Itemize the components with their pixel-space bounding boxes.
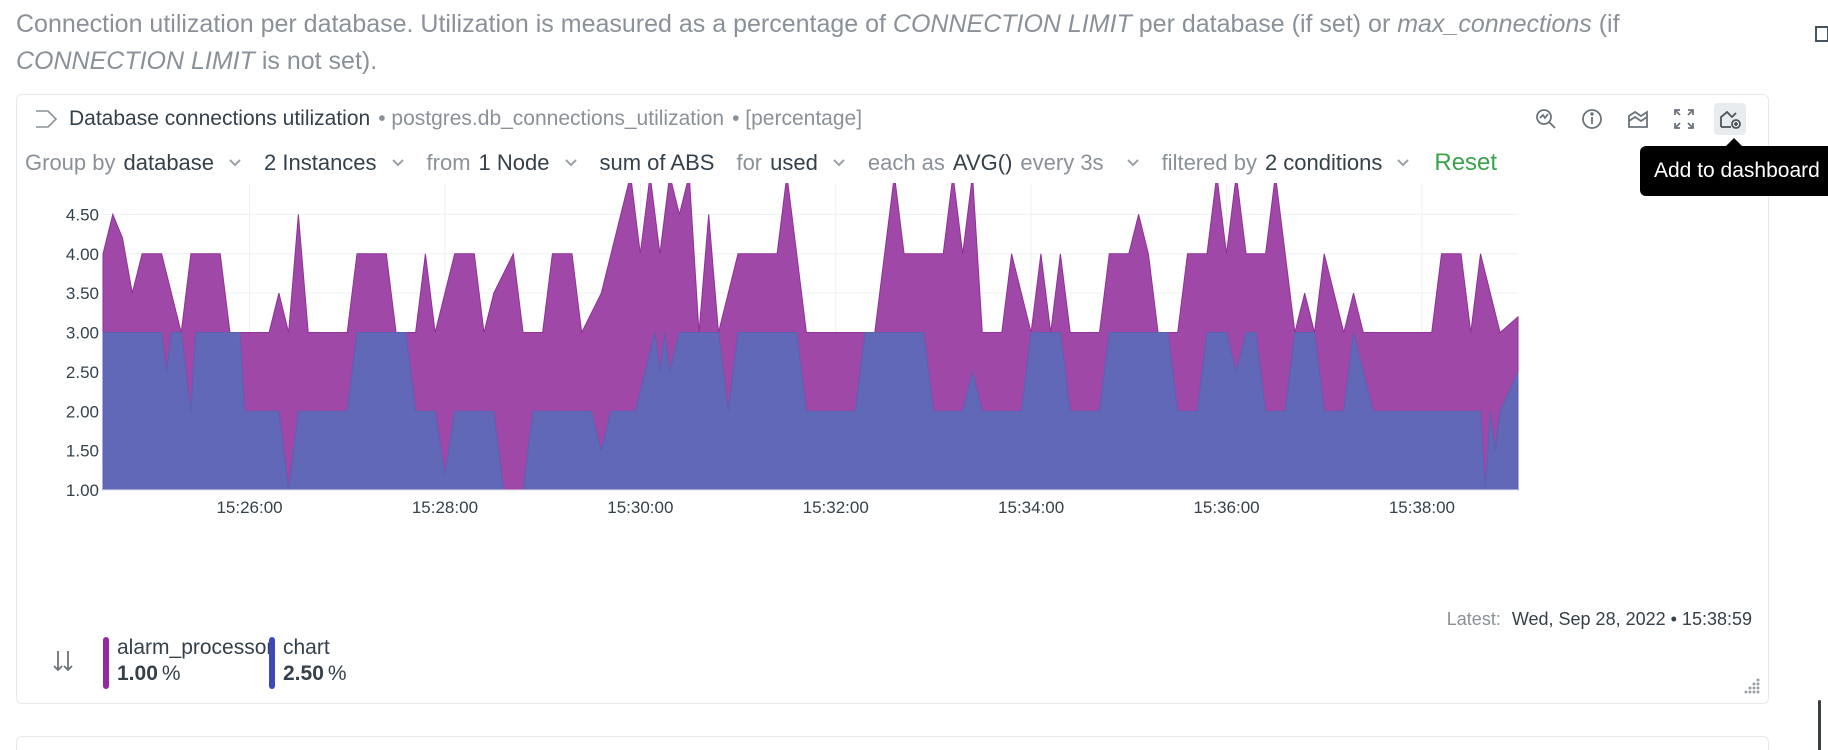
- y-tick-label: 2.00: [66, 402, 99, 421]
- filter-dropdown[interactable]: filtered by 2 conditions: [1162, 150, 1411, 176]
- y-tick-label: 3.00: [66, 324, 99, 343]
- legend-value: 1.00: [117, 662, 158, 685]
- x-tick-label: 15:26:00: [216, 498, 282, 517]
- scrollbar-thumb[interactable]: [1818, 700, 1821, 750]
- instances-dropdown[interactable]: 2 Instances: [264, 150, 405, 176]
- zoom-icon[interactable]: [1530, 103, 1562, 135]
- aggregation-value: sum of ABS: [599, 150, 715, 175]
- chevron-down-icon: [564, 158, 578, 168]
- y-tick-label: 1.00: [66, 481, 99, 500]
- legend-item-chart[interactable]: chart 2.50%: [269, 635, 347, 689]
- chart-filters: Group by database 2 Instances from 1 Nod…: [25, 143, 1497, 183]
- chevron-down-icon: [391, 158, 405, 168]
- resize-handle-icon[interactable]: [1742, 676, 1762, 701]
- legend-unit: %: [327, 662, 347, 685]
- description-text: is not set).: [254, 47, 378, 75]
- latest-timestamp: Latest: Wed, Sep 28, 2022 • 15:38:59: [1447, 609, 1752, 630]
- sort-icon[interactable]: [49, 645, 77, 677]
- aggregation-dropdown[interactable]: sum of ABS: [600, 150, 715, 176]
- sidebar-toggle-icon[interactable]: [1815, 24, 1828, 49]
- series-area-chart: [102, 332, 1519, 491]
- x-tick-label: 15:32:00: [803, 498, 869, 517]
- chart-status-icon: [33, 106, 59, 132]
- reset-button[interactable]: Reset: [1434, 149, 1498, 176]
- group-by-value: database: [123, 150, 215, 175]
- y-tick-label: 2.50: [66, 363, 99, 382]
- description-emphasis: CONNECTION LIMIT: [16, 47, 255, 75]
- instances-value: 2 Instances: [264, 150, 377, 175]
- time-aggregation-value: AVG(): [952, 150, 1013, 175]
- chevron-down-icon: [1126, 158, 1140, 168]
- legend-item-alarm-processor[interactable]: alarm_processor 1.00%: [103, 635, 273, 689]
- filtered-by-label: filtered by: [1161, 150, 1257, 175]
- filtered-by-value: 2 conditions: [1264, 150, 1383, 175]
- chart-area[interactable]: 1.00 1.50 2.00 2.50 3.00 3.50 4.00 4.50 5.00 15:2…: [17, 183, 1770, 527]
- chart-description: Connection utilization per database. Uti…: [16, 6, 1656, 80]
- y-tick-label: 4.00: [66, 245, 99, 264]
- x-tick-label: 15:34:00: [998, 498, 1064, 517]
- each-as-label: each as: [867, 150, 945, 175]
- chevron-down-icon: [228, 158, 242, 168]
- legend-value: 2.50: [283, 662, 324, 685]
- add-to-dashboard-tooltip: Add to dashboard: [1640, 138, 1828, 196]
- chart-title: Database connections utilization: [69, 107, 371, 130]
- x-tick-label: 15:28:00: [412, 498, 478, 517]
- dimension-value: used: [770, 150, 818, 175]
- latest-label: Latest:: [1446, 609, 1501, 629]
- group-by-dropdown[interactable]: Group by database: [25, 150, 242, 176]
- description-emphasis: max_connections: [1397, 10, 1592, 38]
- nodes-value: 1 Node: [478, 150, 550, 175]
- legend-unit: %: [161, 662, 181, 685]
- chart-type-icon[interactable]: [1622, 103, 1654, 135]
- description-emphasis: CONNECTION LIMIT: [892, 10, 1132, 38]
- info-icon[interactable]: [1576, 103, 1608, 135]
- dimension-dropdown[interactable]: for used: [736, 150, 845, 176]
- x-tick-label: 15:38:00: [1389, 498, 1455, 517]
- legend-name: chart: [283, 636, 330, 659]
- chart-units: • [percentage]: [732, 107, 863, 130]
- x-tick-label: 15:36:00: [1193, 498, 1259, 517]
- y-tick-label: 3.50: [66, 284, 99, 303]
- legend-name: alarm_processor: [117, 636, 274, 659]
- add-to-dashboard-icon[interactable]: [1714, 103, 1746, 135]
- nodes-dropdown[interactable]: from 1 Node: [427, 150, 578, 176]
- legend-color-swatch: [103, 637, 109, 689]
- legend-color-swatch: [269, 637, 275, 689]
- every-label: every 3s: [1020, 150, 1104, 175]
- description-text: per database (if set) or: [1131, 10, 1398, 38]
- group-by-label: Group by: [25, 150, 116, 175]
- latest-value: Wed, Sep 28, 2022 • 15:38:59: [1511, 609, 1752, 629]
- chart-card: Database connections utilization • postg…: [16, 94, 1769, 704]
- chevron-down-icon: [1396, 158, 1410, 168]
- description-text: Connection utilization per database. Uti…: [16, 10, 893, 38]
- next-chart-card: [16, 736, 1769, 750]
- chart-toolbar: [1530, 103, 1746, 135]
- x-tick-label: 15:30:00: [607, 498, 673, 517]
- chart-context: • postgres.db_connections_utilization: [378, 107, 725, 130]
- chart-legend: alarm_processor 1.00% chart 2.50%: [17, 635, 1768, 705]
- description-text: (if: [1591, 10, 1620, 38]
- y-tick-label: 1.50: [66, 442, 99, 461]
- for-label: for: [736, 150, 763, 175]
- y-tick-label: 5.00: [66, 183, 99, 185]
- chevron-down-icon: [832, 158, 846, 168]
- y-tick-label: 4.50: [66, 205, 99, 224]
- chart-header: Database connections utilization • postg…: [17, 95, 1768, 143]
- from-label: from: [426, 150, 471, 175]
- time-aggregation-dropdown[interactable]: each as AVG() every 3s: [868, 150, 1140, 176]
- fullscreen-icon[interactable]: [1668, 103, 1700, 135]
